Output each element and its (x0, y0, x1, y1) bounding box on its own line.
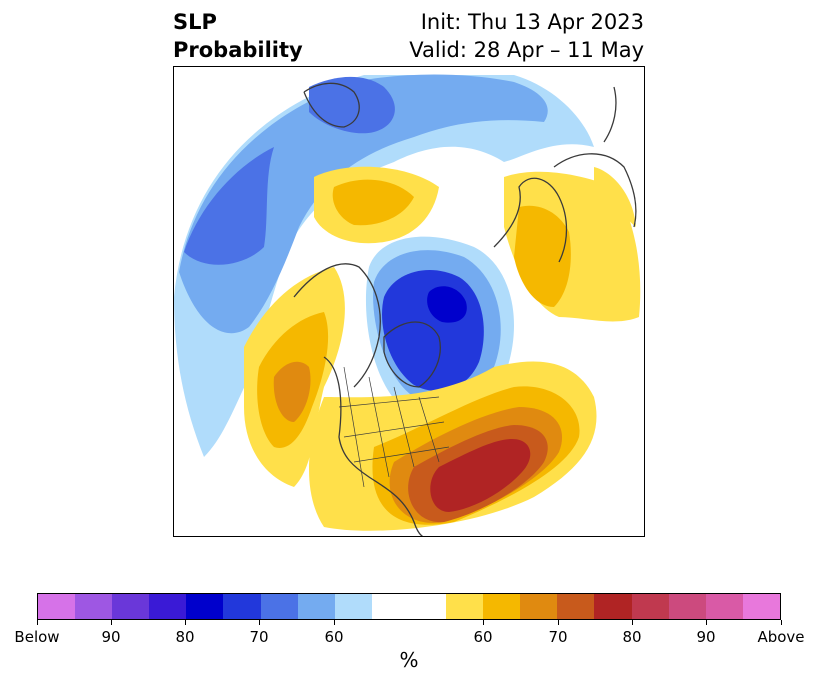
colorbar-tick-label: 60 (473, 628, 493, 646)
colorbar-tick-mark (558, 620, 559, 625)
colorbar-tick-mark (185, 620, 186, 625)
coastline-asia (553, 153, 637, 228)
coastline-east-asia (603, 86, 617, 143)
below-70-ring-north (184, 147, 274, 265)
colorbar-segment (149, 594, 187, 619)
colorbar-tick-label: 80 (175, 628, 195, 646)
colorbar-segment (520, 594, 558, 619)
colorbar-segment (446, 594, 484, 619)
below-65-ring-north (179, 74, 548, 334)
colorbar-segment (371, 594, 447, 619)
colorbar-tick-mark (111, 620, 112, 625)
above-65-asia (514, 205, 571, 307)
valid-range: Valid: 28 Apr – 11 May (409, 38, 644, 62)
colorbar-segment (334, 594, 372, 619)
coastline-europe (493, 177, 568, 263)
colorbar-tick-label: 90 (696, 628, 716, 646)
title-line-1: SLP (173, 10, 217, 34)
colorbar-tick-mark (706, 620, 707, 625)
colorbar-tick-mark (632, 620, 633, 625)
colorbar-segment (75, 594, 113, 619)
colorbar-tick-label: 80 (622, 628, 642, 646)
colorbar-segment (112, 594, 150, 619)
colorbar-tick-mark (334, 620, 335, 625)
colorbar-tick-label: 60 (324, 628, 344, 646)
colorbar-tick-mark (259, 620, 260, 625)
colorbar-unit-label: % (399, 648, 419, 672)
colorbar-tick-label: Above (757, 628, 805, 646)
colorbar-segment (483, 594, 521, 619)
colorbar-tick-mark (781, 620, 782, 625)
probability-fill-layer (174, 74, 641, 531)
below-80-arctic (427, 286, 467, 323)
colorbar-segment (742, 594, 780, 619)
above-80-atlantic (430, 439, 531, 512)
colorbar (37, 593, 781, 620)
map-title: SLP Probability (173, 8, 303, 64)
probability-map (173, 66, 645, 537)
coastline-north-america (323, 356, 424, 536)
coastline-greenland (383, 321, 441, 388)
map-canvas (174, 74, 641, 536)
coastline-layer (293, 82, 637, 536)
colorbar-segment (557, 594, 595, 619)
above-65-canada (332, 179, 414, 226)
colorbar-segment (705, 594, 743, 619)
colorbar-tick-mark (37, 620, 38, 625)
init-valid-info: Init: Thu 13 Apr 2023 Valid: 28 Apr – 11… (409, 8, 644, 64)
colorbar-segment (186, 594, 224, 619)
colorbar-segment (223, 594, 261, 619)
colorbar-tick-mark (483, 620, 484, 625)
colorbar-segment (260, 594, 298, 619)
colorbar-tick-label: Below (14, 628, 60, 646)
above-60-siberia-east (594, 167, 636, 227)
colorbar-tick-label: 90 (101, 628, 121, 646)
below-70-scandinavia (309, 76, 395, 134)
init-date: Init: Thu 13 Apr 2023 (420, 10, 644, 34)
coastline-alaska-canada (293, 263, 381, 388)
title-line-2: Probability (173, 38, 303, 62)
colorbar-tick-label: 70 (249, 628, 269, 646)
colorbar-segment (297, 594, 335, 619)
colorbar-segment (38, 594, 76, 619)
colorbar-segment (631, 594, 669, 619)
state-borders (338, 366, 450, 488)
coastline-scandinavia (303, 82, 360, 128)
colorbar-segment (594, 594, 632, 619)
colorbar-tick-label: 70 (548, 628, 568, 646)
above-70-pacific (273, 361, 311, 422)
colorbar-segment (668, 594, 706, 619)
